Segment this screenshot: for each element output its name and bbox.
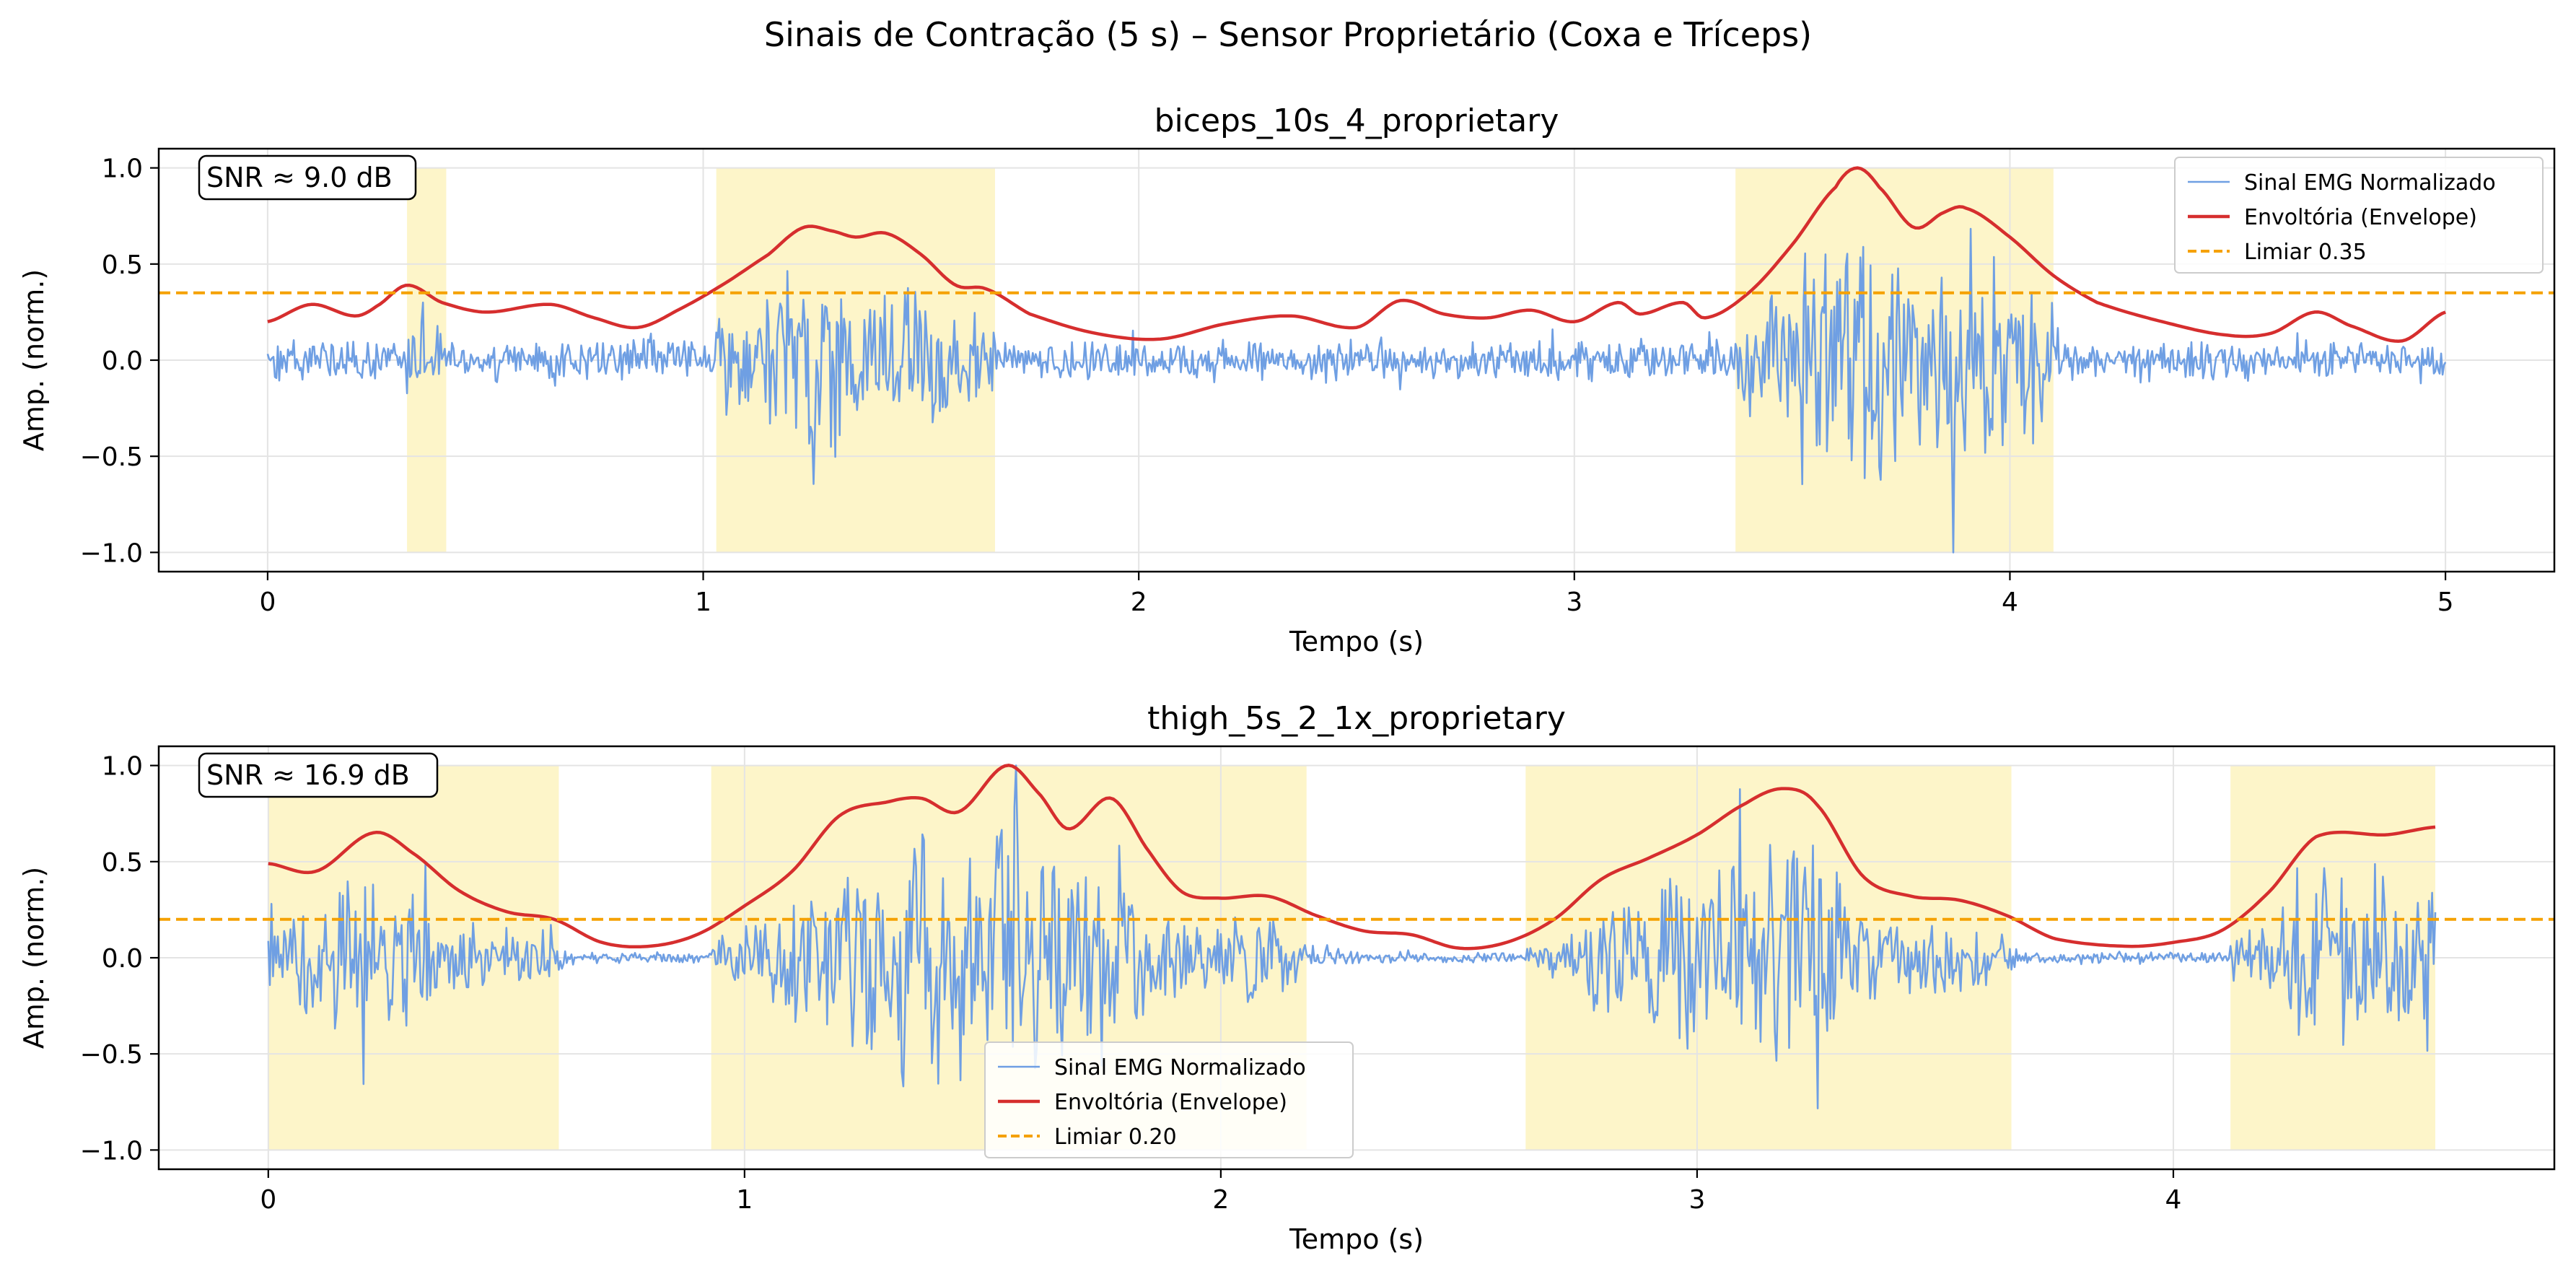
- legend-label: Limiar 0.35: [2244, 240, 2367, 265]
- x-tick-label: 3: [1688, 1185, 1705, 1215]
- legend-item-threshold: Limiar 0.20: [998, 1124, 1177, 1150]
- legend-box: [2174, 157, 2544, 274]
- legend-label: Sinal EMG Normalizado: [2244, 170, 2496, 196]
- emg-signal-line: [267, 764, 2437, 1109]
- chart-panel-1: 0 1 2 3 4 5 −1.0 −0.5 0.0 0.5 1.0 biceps_10s_4_prop…: [18, 102, 2556, 658]
- legend-item-envelope: Envoltória (Envelope): [998, 1090, 1287, 1115]
- y-tick-label: 0.0: [102, 944, 143, 974]
- y-tick-label: −1.0: [80, 1136, 143, 1166]
- y-tick-label: 0.5: [102, 250, 143, 280]
- snr-annotation: SNR ≈ 16.9 dB: [198, 752, 439, 798]
- y-tick-label: −1.0: [80, 538, 143, 568]
- x-tick-label: 1: [736, 1185, 753, 1215]
- x-tick-label: 2: [1212, 1185, 1229, 1215]
- x-tick-label: 4: [2165, 1185, 2182, 1215]
- x-tick-label: 0: [260, 1185, 276, 1215]
- legend-label: Envoltória (Envelope): [1054, 1090, 1287, 1115]
- snr-annotation: SNR ≈ 9.0 dB: [198, 154, 417, 201]
- x-axis-label: Tempo (s): [1289, 1223, 1424, 1255]
- snr-label: SNR ≈ 9.0 dB: [206, 162, 393, 193]
- legend-box: [984, 1041, 1354, 1158]
- snr-box: [198, 752, 439, 798]
- y-axis-label: Amp. (norm.): [18, 867, 50, 1049]
- chart-title: thigh_5s_2_1x_proprietary: [1147, 700, 1566, 737]
- legend-label: Limiar 0.20: [1054, 1124, 1177, 1150]
- x-tick-label: 4: [2002, 588, 2018, 617]
- y-tick-label: −0.5: [80, 442, 143, 472]
- emg-signal-line: [266, 227, 2447, 554]
- y-tick-label: 1.0: [102, 154, 143, 184]
- x-tick-label: 3: [1566, 588, 1582, 617]
- x-tick-label: 2: [1131, 588, 1147, 617]
- x-tick-label: 5: [2437, 588, 2454, 617]
- y-tick-label: 1.0: [102, 752, 143, 782]
- y-tick-label: −0.5: [80, 1040, 143, 1070]
- x-tick-label: 1: [695, 588, 711, 617]
- x-axis-label: Tempo (s): [1289, 626, 1424, 658]
- chart-panel-2: 0 1 2 3 4 −1.0 −0.5 0.0 0.5 1.0 thigh_5s_2_1x_prop…: [18, 700, 2556, 1255]
- y-tick-label: 0.0: [102, 346, 143, 376]
- legend: Sinal EMG Normalizado Envoltória (Envelop…: [2174, 157, 2544, 274]
- snr-label: SNR ≈ 16.9 dB: [206, 759, 410, 791]
- legend-label: Sinal EMG Normalizado: [1054, 1055, 1306, 1080]
- legend: Sinal EMG Normalizado Envoltória (Envelop…: [984, 1041, 1354, 1158]
- envelope-line: [267, 166, 2446, 343]
- legend-item-signal: Sinal EMG Normalizado: [2188, 170, 2496, 196]
- y-axis-label: Amp. (norm.): [18, 269, 50, 451]
- y-tick-label: 0.5: [102, 848, 143, 878]
- legend-item-envelope: Envoltória (Envelope): [2188, 205, 2477, 230]
- legend-label: Envoltória (Envelope): [2244, 205, 2477, 230]
- legend-item-threshold: Limiar 0.35: [2188, 240, 2367, 265]
- plot-area: [159, 149, 2554, 572]
- envelope-line: [268, 764, 2436, 951]
- snr-box: [198, 154, 417, 201]
- plot-area: [159, 746, 2554, 1169]
- figure-suptitle: Sinais de Contração (5 s) – Sensor Propr…: [764, 15, 1812, 54]
- chart-title: biceps_10s_4_proprietary: [1155, 102, 1559, 139]
- legend-item-signal: Sinal EMG Normalizado: [998, 1055, 1306, 1080]
- x-tick-label: 0: [259, 588, 276, 617]
